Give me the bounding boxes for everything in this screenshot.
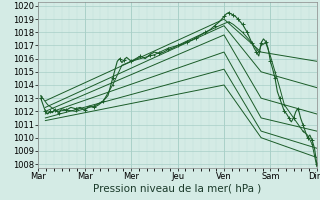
X-axis label: Pression niveau de la mer( hPa ): Pression niveau de la mer( hPa )	[93, 184, 262, 194]
